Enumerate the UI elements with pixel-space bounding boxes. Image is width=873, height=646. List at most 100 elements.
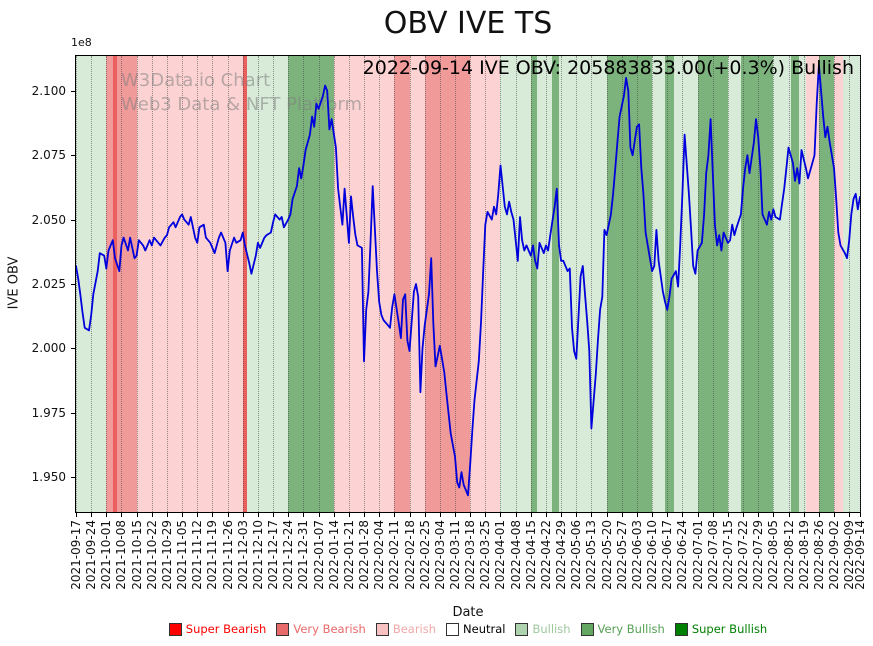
x-gridline — [409, 56, 411, 512]
x-tick-label: 2021-09-17 — [69, 520, 83, 590]
plot-area: W3Data.io Chart Web3 Data & NFT Platform… — [75, 55, 861, 513]
x-tick-mark — [834, 513, 835, 517]
legend-item-super-bearish: Super Bearish — [168, 622, 267, 636]
x-tick-label: 2022-08-05 — [766, 520, 781, 590]
x-tick-mark — [349, 513, 350, 517]
x-tick-label: 2021-12-24 — [281, 520, 296, 590]
sentiment-band-bearish — [834, 56, 843, 512]
legend-item-very-bullish: Very Bullish — [580, 622, 665, 636]
x-tick-mark — [76, 513, 77, 517]
x-tick-label: 2021-11-19 — [205, 520, 220, 590]
sentiment-band-very_bullish — [790, 56, 800, 512]
x-tick-mark — [288, 513, 289, 517]
watermark-line2: Web3 Data & NFT Platform — [121, 94, 363, 115]
x-gridline — [530, 56, 532, 512]
x-tick-label: 2022-07-15 — [720, 520, 735, 590]
sentiment-band-very_bearish — [394, 56, 410, 512]
legend-item-bearish: Bearish — [375, 622, 436, 636]
x-tick-label: 2021-12-03 — [235, 520, 250, 590]
x-tick-mark — [516, 513, 517, 517]
x-tick-label: 2022-04-22 — [538, 520, 553, 590]
x-tick-label: 2022-01-21 — [341, 520, 356, 590]
sentiment-band-very_bullish — [818, 56, 834, 512]
latest-value-annotation: 2022-09-14 IVE OBV: 205883833.00(+0.3%) … — [362, 57, 854, 79]
x-tick-mark — [743, 513, 744, 517]
legend-item-super-bullish: Super Bullish — [674, 622, 768, 636]
x-tick-mark — [258, 513, 259, 517]
x-tick-mark — [546, 513, 547, 517]
legend-swatch — [276, 622, 290, 636]
sentiment-band-very_bullish — [665, 56, 674, 512]
x-tick-mark — [652, 513, 653, 517]
x-gridline — [758, 56, 760, 512]
x-gridline — [136, 56, 138, 512]
y-tick-label: 1.950 — [31, 470, 66, 485]
x-tick-mark — [804, 513, 805, 517]
x-tick-label: 2022-01-07 — [311, 520, 326, 590]
x-tick-label: 2022-07-22 — [736, 520, 751, 590]
x-gridline — [227, 56, 229, 512]
x-tick-mark — [773, 513, 774, 517]
x-tick-mark — [243, 513, 244, 517]
y-axis-offset-label: 1e8 — [71, 36, 92, 49]
x-tick-label: 2021-12-10 — [250, 520, 265, 590]
x-tick-mark — [607, 513, 608, 517]
y-tick-label: 2.000 — [31, 341, 66, 356]
sentiment-band-very_bearish — [106, 56, 113, 512]
x-tick-label: 2021-11-12 — [190, 520, 205, 590]
x-tick-label: 2022-03-11 — [448, 520, 462, 590]
x-tick-label: 2022-02-11 — [387, 520, 402, 590]
x-gridline — [121, 56, 123, 512]
legend-item-neutral: Neutral — [446, 622, 505, 636]
x-tick-mark — [212, 513, 213, 517]
x-tick-mark — [273, 513, 274, 517]
x-tick-mark — [682, 513, 683, 517]
x-gridline — [743, 56, 745, 512]
x-tick-label: 2021-10-15 — [129, 520, 144, 590]
y-tick-label: 2.075 — [31, 148, 66, 163]
x-gridline — [667, 56, 669, 512]
x-gridline — [803, 56, 805, 512]
obv-line — [76, 64, 860, 497]
x-tick-label: 2022-01-14 — [326, 520, 341, 590]
legend-label: Super Bearish — [185, 622, 267, 636]
x-tick-label: 2021-11-26 — [220, 520, 235, 590]
y-tick-label: 2.025 — [31, 277, 66, 291]
x-tick-label: 2022-07-08 — [705, 520, 720, 590]
x-tick-label: 2022-04-01 — [493, 520, 508, 590]
x-tick-label: 2021-10-22 — [144, 520, 159, 590]
x-tick-label: 2022-09-02 — [827, 520, 841, 590]
sentiment-band-bearish — [409, 56, 425, 512]
x-gridline — [818, 56, 820, 512]
x-tick-label: 2022-08-12 — [781, 520, 796, 590]
x-gridline — [288, 56, 290, 512]
x-tick-mark — [425, 513, 426, 517]
x-tick-mark — [319, 513, 320, 517]
legend-label: Super Bullish — [691, 622, 768, 636]
x-tick-mark — [728, 513, 729, 517]
x-tick-mark — [106, 513, 107, 517]
sentiment-band-bullish — [842, 56, 860, 512]
y-tick-mark — [71, 155, 75, 156]
x-gridline — [364, 56, 366, 512]
sentiment-band-bearish — [136, 56, 243, 512]
x-gridline — [439, 56, 441, 512]
x-gridline — [545, 56, 547, 512]
x-gridline — [682, 56, 684, 512]
x-tick-mark — [758, 513, 759, 517]
y-tick-mark — [71, 413, 75, 414]
x-gridline — [379, 56, 381, 512]
sentiment-band-bullish — [673, 56, 698, 512]
y-tick-mark — [71, 91, 75, 92]
legend-item-very-bearish: Very Bearish — [276, 622, 366, 636]
x-tick-mark — [531, 513, 532, 517]
x-tick-label: 2022-06-03 — [629, 520, 644, 590]
x-tick-mark — [440, 513, 441, 517]
x-tick-label: 2022-06-10 — [645, 520, 660, 590]
x-tick-label: 2022-09-14 — [853, 520, 867, 590]
legend-label: Bullish — [532, 622, 571, 636]
x-tick-mark — [91, 513, 92, 517]
x-tick-label: 2022-03-25 — [478, 520, 493, 590]
sentiment-band-bearish — [805, 56, 819, 512]
x-gridline — [470, 56, 472, 512]
